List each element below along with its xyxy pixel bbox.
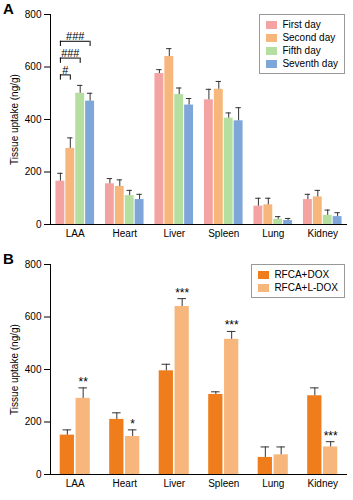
svg-text:Kidney: Kidney — [307, 478, 338, 489]
svg-text:Tissue uptake (ng/g): Tissue uptake (ng/g) — [9, 74, 20, 165]
html-text:First day: First day — [282, 19, 321, 30]
svg-text:Tissue uptake (ng/g): Tissue uptake (ng/g) — [9, 324, 20, 415]
svg-text:Spleen: Spleen — [208, 228, 239, 239]
svg-text:***: *** — [225, 318, 239, 332]
svg-text:0: 0 — [36, 219, 42, 230]
html-text:Seventh day: Seventh day — [282, 58, 338, 69]
svg-text:600: 600 — [25, 61, 42, 72]
svg-text:200: 200 — [25, 416, 42, 427]
svg-text:LAA: LAA — [66, 228, 85, 239]
html-text:RFCA+L-DOX: RFCA+L-DOX — [274, 282, 338, 293]
svg-text:Lung: Lung — [262, 228, 284, 239]
svg-text:800: 800 — [25, 259, 42, 270]
svg-text:*: * — [130, 417, 135, 431]
html-text:Second day: Second day — [282, 32, 336, 43]
svg-text:###: ### — [66, 30, 85, 42]
svg-text:Heart: Heart — [113, 228, 138, 239]
svg-text:200: 200 — [25, 166, 42, 177]
svg-text:600: 600 — [25, 311, 42, 322]
html-text:RFCA+DOX: RFCA+DOX — [274, 269, 330, 280]
svg-text:400: 400 — [25, 364, 42, 375]
svg-text:Heart: Heart — [113, 478, 138, 489]
svg-text:400: 400 — [25, 114, 42, 125]
svg-text:Liver: Liver — [163, 228, 185, 239]
svg-text:LAA: LAA — [66, 478, 85, 489]
svg-text:#: # — [62, 64, 69, 76]
svg-text:800: 800 — [25, 9, 42, 20]
svg-text:0: 0 — [36, 469, 42, 480]
html-text:Fifth day: Fifth day — [282, 45, 321, 56]
svg-text:***: *** — [175, 286, 189, 300]
html-text:A: A — [3, 0, 14, 17]
svg-text:**: ** — [78, 375, 88, 389]
svg-text:###: ### — [61, 47, 80, 59]
svg-text:***: *** — [324, 429, 338, 443]
svg-text:Spleen: Spleen — [208, 478, 239, 489]
svg-text:Lung: Lung — [262, 478, 284, 489]
svg-text:Kidney: Kidney — [307, 228, 338, 239]
svg-text:Liver: Liver — [163, 478, 185, 489]
html-text:B: B — [3, 250, 14, 267]
